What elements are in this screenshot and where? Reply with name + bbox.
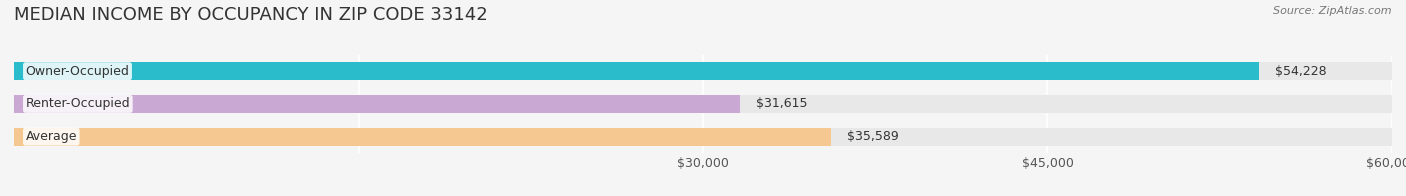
Text: MEDIAN INCOME BY OCCUPANCY IN ZIP CODE 33142: MEDIAN INCOME BY OCCUPANCY IN ZIP CODE 3… [14, 6, 488, 24]
Text: $31,615: $31,615 [756, 97, 807, 110]
Bar [14, 62, 1260, 80]
Text: Renter-Occupied: Renter-Occupied [25, 97, 131, 110]
Bar [14, 95, 740, 113]
Bar [14, 128, 831, 145]
Text: Source: ZipAtlas.com: Source: ZipAtlas.com [1274, 6, 1392, 16]
Text: Average: Average [25, 130, 77, 143]
Bar [14, 128, 1392, 145]
Text: Owner-Occupied: Owner-Occupied [25, 65, 129, 78]
Text: $35,589: $35,589 [848, 130, 900, 143]
Bar [14, 95, 1392, 113]
Bar [14, 62, 1392, 80]
Text: $54,228: $54,228 [1275, 65, 1327, 78]
